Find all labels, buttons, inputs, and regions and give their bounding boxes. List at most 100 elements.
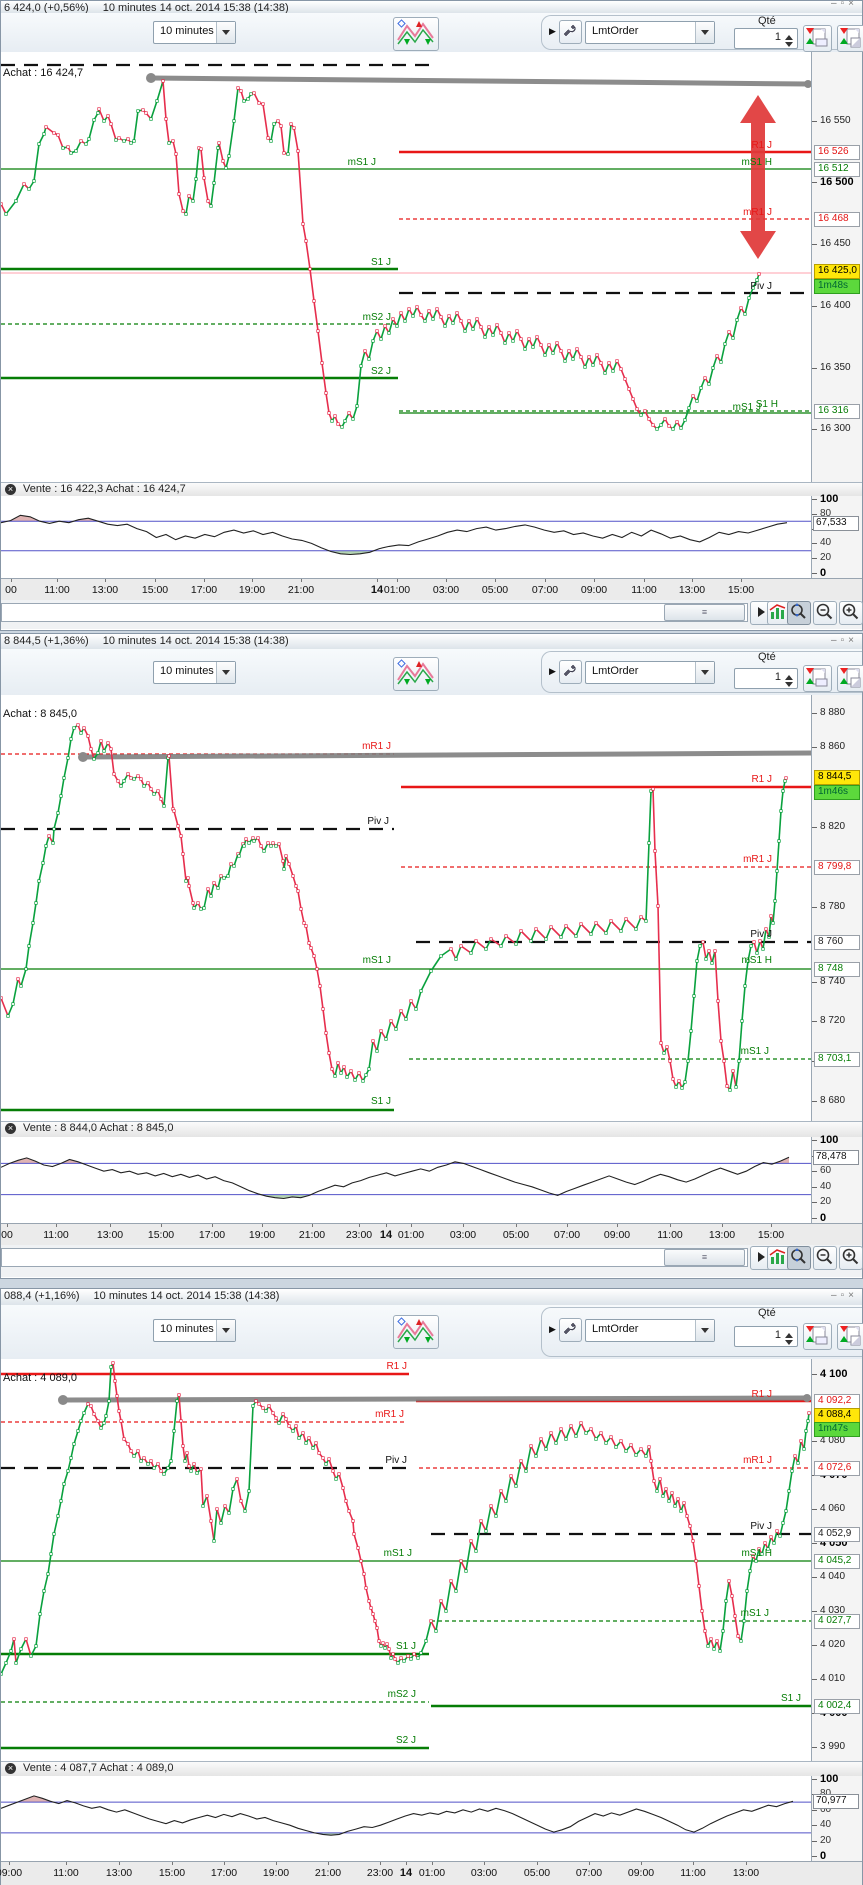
minimize-button[interactable]: – xyxy=(831,635,841,646)
tick-mark xyxy=(812,1645,817,1646)
h-scrollbar-thumb[interactable]: ≡ xyxy=(664,1249,745,1266)
timeframe-select[interactable]: 10 minutes xyxy=(153,661,236,684)
place-order-button[interactable] xyxy=(803,1323,832,1350)
time-label: 14 xyxy=(379,1229,393,1241)
zoom-in-button[interactable] xyxy=(839,601,863,625)
step-down-icon[interactable] xyxy=(785,42,793,51)
time-tick xyxy=(432,1862,433,1865)
price-chart-canvas[interactable]: mR1 J R1 J Piv J mR1 J Piv J mS1 J mS1 H mS1 J S… xyxy=(1,695,811,1122)
price-chart-canvas[interactable]: R1 J R1 J mR1 J Piv J mR1 J Piv J mS1 J mS1 H mS… xyxy=(1,1359,811,1762)
place-order-alt-button[interactable] xyxy=(837,1323,863,1350)
step-down-icon[interactable] xyxy=(785,1340,793,1349)
time-axis[interactable]: 00 11:00 13:00 15:00 17:00 19:00 21:00 23:00 14 0… xyxy=(1,1223,862,1246)
trendline-handle[interactable] xyxy=(78,752,88,762)
order-settings-button[interactable] xyxy=(559,1318,582,1342)
indicator-canvas[interactable] xyxy=(1,1776,811,1862)
step-up-icon[interactable] xyxy=(785,31,793,40)
h-scrollbar-thumb[interactable]: ≡ xyxy=(664,604,745,621)
expand-arrow-icon[interactable]: ▶ xyxy=(549,666,556,676)
stepper-arrows[interactable] xyxy=(785,671,794,691)
zoom-out-button[interactable] xyxy=(813,601,837,625)
time-label: 13:00 xyxy=(91,584,119,596)
trendline-handle[interactable] xyxy=(804,80,811,88)
qty-stepper[interactable]: 1 xyxy=(734,1326,798,1347)
close-button[interactable]: × xyxy=(848,1290,858,1301)
chart-style-button[interactable] xyxy=(393,17,439,51)
qty-value: 1 xyxy=(774,671,781,683)
time-tick xyxy=(771,1224,772,1227)
level-label: S1 J xyxy=(781,1693,801,1704)
h-scrollbar-track[interactable] xyxy=(1,1248,748,1267)
trendline[interactable] xyxy=(80,750,811,760)
maximize-button[interactable]: ▫ xyxy=(840,635,849,646)
qty-stepper[interactable]: 1 xyxy=(734,668,798,689)
time-tick xyxy=(644,579,645,582)
close-indicator-icon[interactable]: × xyxy=(5,484,16,495)
time-axis[interactable]: 00 11:00 13:00 15:00 17:00 19:00 21:00 14 01:00 0… xyxy=(1,578,862,601)
level-label: mS1 H xyxy=(741,955,772,966)
place-order-alt-button[interactable] xyxy=(837,25,863,52)
time-label: 01:00 xyxy=(418,1867,446,1879)
chart-style-button[interactable] xyxy=(393,657,439,691)
measure-arrow[interactable] xyxy=(740,95,776,259)
maximize-button[interactable]: ▫ xyxy=(840,1,849,9)
qty-stepper[interactable]: 1 xyxy=(734,28,798,49)
close-button[interactable]: × xyxy=(848,635,858,646)
close-indicator-icon[interactable]: × xyxy=(5,1123,16,1134)
indicator-canvas[interactable] xyxy=(1,1137,811,1224)
trendline[interactable] xyxy=(148,75,811,87)
time-tick xyxy=(537,1862,538,1865)
trendline-handle[interactable] xyxy=(810,749,811,757)
minimize-button[interactable]: – xyxy=(831,1290,841,1301)
trendline-handle[interactable] xyxy=(58,1395,68,1405)
time-tick xyxy=(161,1224,162,1227)
step-up-icon[interactable] xyxy=(785,671,793,680)
place-order-button[interactable] xyxy=(803,665,832,692)
zoom-pan-button[interactable] xyxy=(787,601,811,625)
close-indicator-icon[interactable]: × xyxy=(5,1763,16,1774)
place-order-alt-button[interactable] xyxy=(837,665,863,692)
step-down-icon[interactable] xyxy=(785,682,793,691)
order-type-select[interactable]: LmtOrder xyxy=(585,21,715,44)
tick-mark xyxy=(812,1825,817,1827)
bid-ask-label: Vente : 16 422,3 Achat : 16 424,7 xyxy=(23,483,186,495)
expand-arrow-icon[interactable]: ▶ xyxy=(549,26,556,36)
stepper-arrows[interactable] xyxy=(785,31,794,51)
h-scrollbar-track[interactable] xyxy=(1,603,748,622)
minimize-button[interactable]: – xyxy=(831,1,841,9)
chevron-down-icon xyxy=(695,22,714,43)
order-settings-button[interactable] xyxy=(559,660,582,684)
stepper-arrows[interactable] xyxy=(785,1329,794,1349)
trendline[interactable] xyxy=(60,1395,810,1403)
zoom-out-button[interactable] xyxy=(813,1246,837,1270)
order-settings-button[interactable] xyxy=(559,20,582,44)
time-label: 21:00 xyxy=(287,584,315,596)
step-up-icon[interactable] xyxy=(785,1329,793,1338)
place-order-button[interactable] xyxy=(803,25,832,52)
trendline-handle[interactable] xyxy=(146,73,156,83)
price-axis[interactable]: 16 550 16 500 16 450 16 400 16 350 16 300 16 5… xyxy=(811,52,862,483)
time-tick xyxy=(545,579,546,582)
time-label: 17:00 xyxy=(210,1867,238,1879)
price-chart-canvas[interactable]: R1 J mS1 H mS1 J mR1 J S1 J Piv J mS2 J S2 J S1 … xyxy=(1,52,811,483)
order-type-select[interactable]: LmtOrder xyxy=(585,661,715,684)
maximize-button[interactable]: ▫ xyxy=(840,1290,849,1301)
timeframe-select[interactable]: 10 minutes xyxy=(153,1319,236,1342)
time-label: 15:00 xyxy=(158,1867,186,1879)
tick-mark xyxy=(812,244,817,245)
zoom-in-button[interactable] xyxy=(839,1246,863,1270)
trendline-handle[interactable] xyxy=(803,1394,811,1402)
chart-style-button[interactable] xyxy=(393,1315,439,1349)
order-type-select[interactable]: LmtOrder xyxy=(585,1319,715,1342)
timeframe-select[interactable]: 10 minutes xyxy=(153,21,236,44)
tick-mark xyxy=(812,1747,817,1748)
time-axis[interactable]: 09:00 11:00 13:00 15:00 17:00 19:00 21:00 23:00… xyxy=(0,1861,862,1885)
zoom-pan-button[interactable] xyxy=(787,1246,811,1270)
tick-mark xyxy=(812,1809,817,1811)
expand-arrow-icon[interactable]: ▶ xyxy=(549,1324,556,1334)
indicator-canvas[interactable] xyxy=(1,496,811,579)
chart-style-icon xyxy=(397,1317,434,1343)
close-button[interactable]: × xyxy=(848,1,858,9)
